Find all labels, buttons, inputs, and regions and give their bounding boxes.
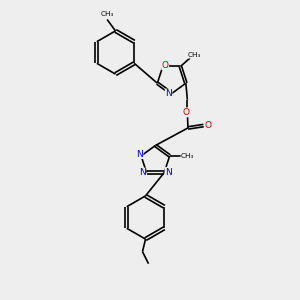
Text: O: O (205, 121, 212, 130)
Text: CH₃: CH₃ (100, 11, 114, 17)
Text: O: O (162, 61, 169, 70)
Text: N: N (165, 89, 172, 98)
Text: N: N (136, 150, 143, 159)
Text: O: O (182, 108, 189, 117)
Text: N: N (139, 168, 146, 177)
Text: N: N (165, 167, 172, 176)
Text: CH₃: CH₃ (188, 52, 201, 58)
Text: CH₃: CH₃ (181, 153, 194, 159)
